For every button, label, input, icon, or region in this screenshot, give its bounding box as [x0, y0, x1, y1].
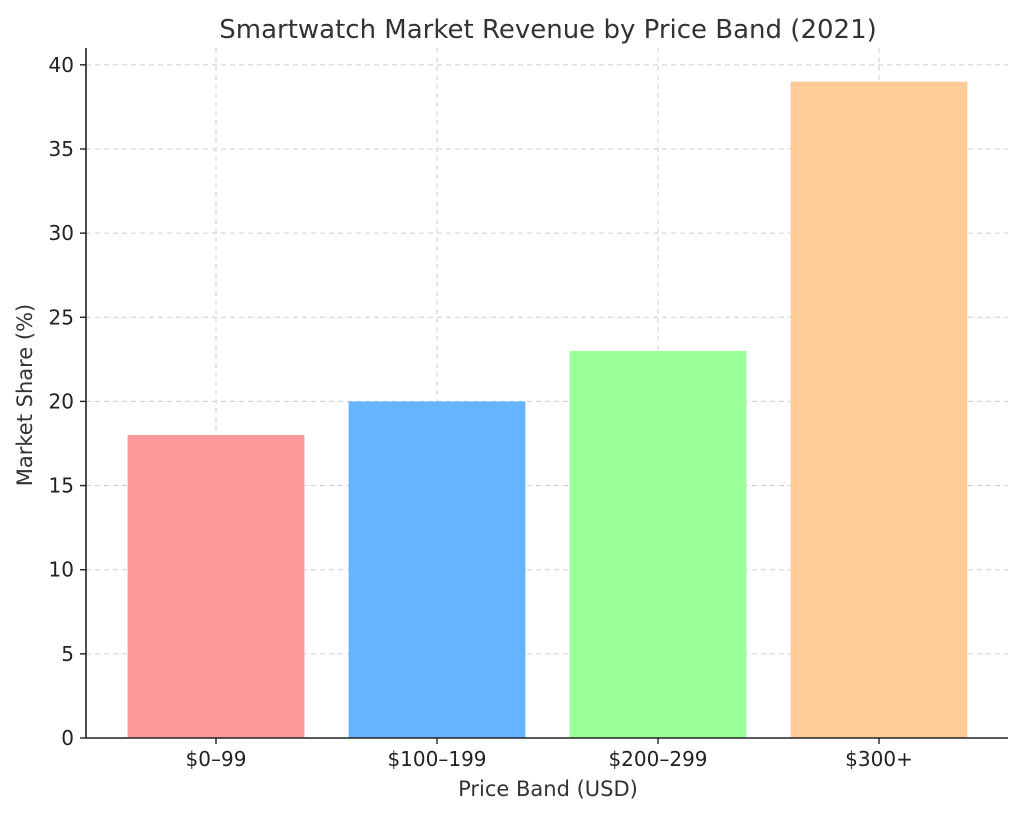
chart-title: Smartwatch Market Revenue by Price Band … — [219, 15, 877, 45]
y-tick-label: 25 — [49, 305, 74, 329]
axes-layer — [85, 48, 1008, 739]
y-axis-label: Market Share (%) — [13, 304, 37, 486]
y-tick-label: 30 — [49, 221, 74, 245]
y-tick-label: 5 — [61, 642, 74, 666]
bars-layer — [127, 81, 968, 738]
bar — [127, 435, 305, 738]
y-tick-label: 15 — [49, 474, 74, 498]
bar — [569, 350, 747, 738]
x-tick-label: $0–99 — [186, 747, 247, 771]
y-tick-label: 35 — [49, 137, 74, 161]
x-tick-label: $300+ — [845, 747, 913, 771]
ticks-layer: 0 5 10 15 20 25 30 35 40 $0–99 $100–199 $200–299 $30… — [49, 53, 913, 771]
y-tick-label: 10 — [49, 558, 74, 582]
bar — [348, 401, 526, 738]
x-tick-label: $100–199 — [387, 747, 486, 771]
y-tick-label: 40 — [49, 53, 74, 77]
bar — [790, 81, 968, 738]
y-tick-label: 20 — [49, 389, 74, 413]
x-axis-label: Price Band (USD) — [458, 777, 638, 801]
y-tick-label: 0 — [61, 726, 74, 750]
x-tick-label: $200–299 — [608, 747, 707, 771]
